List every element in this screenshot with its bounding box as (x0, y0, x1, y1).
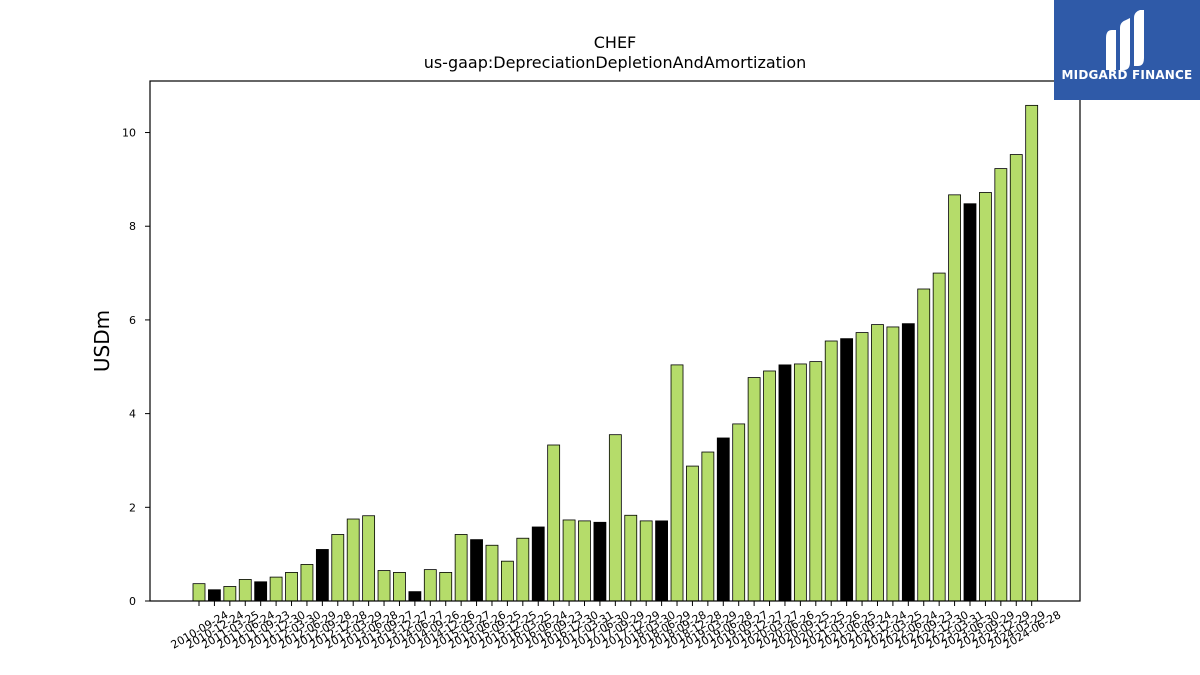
bar (901, 323, 915, 602)
bar (578, 520, 591, 602)
bar (377, 570, 391, 602)
brand-logo: MIDGARD FINANCE (1054, 0, 1200, 100)
bar (963, 203, 977, 602)
bar (778, 364, 792, 602)
x-axis: 2010-09-242010-12-242011-03-252011-06-24… (169, 601, 1063, 652)
bar (793, 363, 807, 602)
bar (562, 519, 576, 602)
midgard-logo-icon (1106, 10, 1144, 70)
bar (979, 192, 992, 602)
brand-name: MIDGARD FINANCE (1061, 68, 1193, 82)
bar (470, 539, 483, 602)
bar (208, 589, 221, 602)
bar (670, 364, 684, 602)
bar (285, 572, 298, 602)
bar (192, 583, 206, 602)
bar (408, 591, 422, 602)
bar (871, 324, 884, 602)
bar (855, 332, 869, 602)
bar (593, 521, 607, 602)
bar (238, 579, 252, 602)
bar (994, 168, 1008, 602)
bar (840, 338, 854, 602)
bar (716, 437, 730, 602)
bar (732, 423, 746, 602)
bar (608, 434, 622, 602)
chart-subtitle: us-gaap:DepreciationDepletionAndAmortiza… (424, 53, 807, 72)
y-tick-label: 2 (129, 501, 136, 514)
bar (362, 515, 376, 602)
bar (223, 586, 237, 602)
bar (254, 581, 268, 602)
bar (269, 576, 283, 602)
bar (393, 572, 406, 602)
bar (1025, 104, 1039, 602)
chart-title: CHEF (594, 33, 637, 52)
y-tick-label: 8 (129, 220, 136, 233)
plot-area-frame (149, 80, 1081, 602)
bar (686, 465, 699, 602)
bar (439, 572, 453, 602)
y-tick-label: 4 (129, 408, 136, 421)
bar (809, 361, 823, 602)
y-tick-label: 6 (129, 314, 136, 327)
bar (423, 569, 437, 602)
bar (547, 444, 561, 602)
bar (932, 272, 946, 602)
bar (346, 518, 360, 602)
y-axis-label: USDm (90, 310, 114, 372)
bar (315, 549, 329, 602)
bar (531, 526, 545, 602)
bar (516, 537, 530, 602)
bar (331, 534, 345, 602)
bar (763, 370, 776, 602)
bar (454, 534, 468, 602)
bar (948, 194, 961, 602)
bar (300, 564, 314, 602)
bar (917, 288, 931, 602)
bar (824, 340, 838, 602)
bar (500, 560, 514, 602)
bar (655, 520, 668, 602)
bar (1009, 154, 1023, 602)
bar-series (192, 104, 1039, 602)
bar (485, 544, 499, 602)
bar (639, 520, 653, 602)
bar (701, 451, 715, 602)
bar (624, 514, 638, 602)
bar (747, 377, 761, 602)
bar (886, 326, 900, 602)
y-axis: 0 2 4 6 8 10 (122, 127, 150, 608)
y-tick-label: 0 (129, 595, 136, 608)
y-tick-label: 10 (122, 127, 136, 140)
